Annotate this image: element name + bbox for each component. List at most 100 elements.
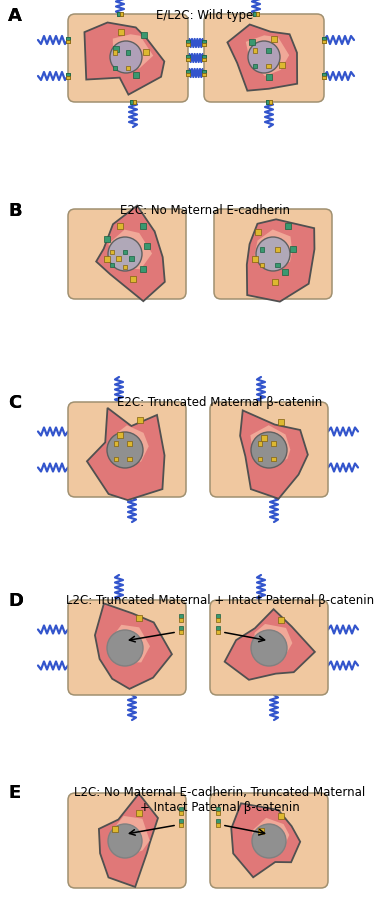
Bar <box>275 247 280 252</box>
FancyBboxPatch shape <box>68 600 186 695</box>
Bar <box>256 13 260 15</box>
Bar <box>66 77 69 79</box>
Bar <box>278 814 284 819</box>
Bar <box>216 619 220 622</box>
FancyBboxPatch shape <box>214 209 332 299</box>
Bar <box>113 51 117 55</box>
Bar <box>140 266 146 272</box>
Text: L2C: Truncated Maternal + Intact Paternal β-catenin: L2C: Truncated Maternal + Intact Paterna… <box>66 594 374 607</box>
Circle shape <box>251 630 287 666</box>
Bar <box>322 37 326 40</box>
Bar <box>133 72 139 78</box>
Bar <box>322 72 326 76</box>
Text: A: A <box>8 7 22 25</box>
Text: B: B <box>8 202 22 220</box>
Bar <box>258 456 262 461</box>
Circle shape <box>256 237 290 271</box>
Polygon shape <box>114 425 149 466</box>
Bar <box>123 250 127 254</box>
Bar <box>187 69 190 73</box>
Text: E: E <box>8 784 20 802</box>
Text: E/L2C: Wild type: E/L2C: Wild type <box>156 9 254 22</box>
Polygon shape <box>87 408 165 500</box>
Bar <box>179 807 183 811</box>
Bar <box>126 51 130 55</box>
Bar <box>249 40 255 45</box>
Bar <box>322 77 326 79</box>
Polygon shape <box>255 229 292 266</box>
Bar <box>66 77 69 79</box>
FancyBboxPatch shape <box>68 14 188 102</box>
FancyBboxPatch shape <box>204 14 324 102</box>
Bar <box>133 100 137 104</box>
Bar <box>269 100 272 104</box>
Bar <box>127 456 132 461</box>
Bar <box>187 54 190 58</box>
Bar <box>137 418 143 423</box>
Bar <box>290 246 296 252</box>
Bar <box>216 630 220 634</box>
Circle shape <box>110 41 142 73</box>
Bar <box>126 66 130 70</box>
Bar <box>179 619 183 622</box>
Text: A: A <box>8 7 22 25</box>
Polygon shape <box>225 609 315 680</box>
Bar <box>265 100 268 104</box>
FancyBboxPatch shape <box>210 402 328 497</box>
Bar <box>116 13 120 15</box>
Polygon shape <box>113 34 153 70</box>
Bar <box>272 280 278 285</box>
Bar <box>66 37 69 40</box>
FancyBboxPatch shape <box>210 600 328 695</box>
Bar <box>275 262 280 267</box>
Bar <box>109 250 114 254</box>
Bar <box>130 100 133 104</box>
Bar <box>66 41 69 43</box>
Bar <box>117 432 123 437</box>
Bar <box>179 630 183 634</box>
Bar <box>179 824 183 827</box>
Bar <box>253 48 258 52</box>
Bar <box>104 256 110 262</box>
Polygon shape <box>114 816 150 856</box>
Bar <box>112 826 118 832</box>
Bar <box>279 62 285 68</box>
Bar <box>253 13 256 15</box>
FancyBboxPatch shape <box>68 793 186 888</box>
Bar <box>127 441 132 446</box>
Bar <box>130 276 136 281</box>
Bar <box>265 100 268 104</box>
Bar <box>116 13 120 15</box>
Bar <box>255 229 261 235</box>
Circle shape <box>251 432 287 468</box>
Bar <box>66 37 69 40</box>
Polygon shape <box>254 624 293 665</box>
Text: D: D <box>8 592 23 610</box>
Polygon shape <box>99 794 158 887</box>
Polygon shape <box>109 625 150 662</box>
Polygon shape <box>246 35 289 76</box>
Bar <box>187 59 190 61</box>
Bar <box>143 50 149 55</box>
Bar <box>260 262 264 267</box>
Bar <box>114 456 118 461</box>
Bar <box>253 63 258 68</box>
Bar <box>104 236 110 242</box>
Bar <box>322 41 326 43</box>
Bar <box>187 73 190 77</box>
Bar <box>256 13 260 15</box>
Bar <box>203 69 206 73</box>
Bar <box>187 40 190 42</box>
Bar <box>203 73 206 77</box>
Polygon shape <box>247 219 314 301</box>
Text: C: C <box>8 394 21 412</box>
Bar <box>253 13 256 15</box>
Bar <box>203 40 206 42</box>
Polygon shape <box>252 818 289 854</box>
Polygon shape <box>108 230 152 270</box>
Bar <box>203 54 206 58</box>
Bar <box>260 247 264 252</box>
Bar <box>266 63 271 68</box>
Bar <box>120 13 123 15</box>
Circle shape <box>108 824 142 858</box>
